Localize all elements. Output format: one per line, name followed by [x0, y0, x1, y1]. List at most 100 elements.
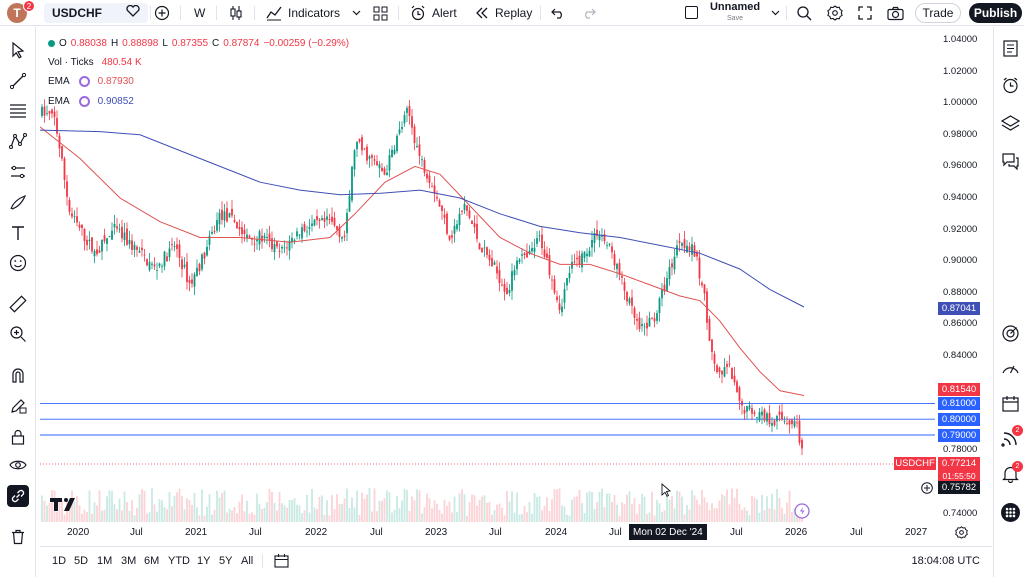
- lightning-event-icon[interactable]: [794, 503, 810, 519]
- candle-body: [451, 235, 453, 238]
- candle-body: [223, 211, 226, 221]
- target-icon[interactable]: [999, 322, 1021, 344]
- candle-body: [41, 106, 43, 116]
- volume-bar: [478, 499, 481, 522]
- fib-retracement-icon[interactable]: [7, 100, 29, 122]
- news-feed-icon[interactable]: [999, 427, 1021, 449]
- candle-body: [301, 227, 303, 239]
- volume-bar: [791, 512, 793, 522]
- price-chart[interactable]: [40, 30, 992, 522]
- range-1d-button[interactable]: 1D: [52, 555, 67, 567]
- settings-gear-icon[interactable]: [827, 0, 843, 26]
- camera-snapshot-icon[interactable]: [887, 0, 904, 26]
- layers-icon[interactable]: [999, 112, 1021, 134]
- volume-bar: [148, 512, 151, 522]
- alerts-clock-icon[interactable]: [999, 74, 1021, 96]
- cursor-arrow-icon[interactable]: [7, 39, 29, 61]
- brush-icon[interactable]: [7, 191, 29, 213]
- compare-symbol-icon[interactable]: [154, 0, 170, 26]
- magnet-icon[interactable]: [7, 364, 29, 386]
- ema-visibility-icon[interactable]: [78, 96, 90, 107]
- lock-drawing-pencil-icon[interactable]: [7, 395, 29, 417]
- publish-button[interactable]: Publish: [969, 3, 1022, 23]
- candle-body: [458, 213, 461, 226]
- candle-body: [716, 365, 718, 373]
- symbol-search[interactable]: USDCHF: [44, 3, 148, 23]
- trade-button[interactable]: Trade: [915, 3, 961, 23]
- price-tick: 1.00000: [943, 97, 978, 108]
- go-to-date-calendar-icon[interactable]: [274, 553, 289, 571]
- utc-clock[interactable]: 18:04:08 UTC: [911, 555, 980, 567]
- emoji-icon[interactable]: [7, 252, 29, 274]
- add-plus-icon[interactable]: [920, 481, 934, 494]
- volume-bar: [141, 489, 143, 522]
- interval-button[interactable]: W: [194, 6, 206, 20]
- range-1y-button[interactable]: 1Y: [197, 555, 211, 567]
- hotlists-fire-icon[interactable]: [999, 357, 1021, 379]
- trash-icon[interactable]: [7, 526, 29, 548]
- volume-bar: [386, 490, 388, 522]
- candle-body: [418, 144, 421, 156]
- volume-bar: [548, 510, 551, 522]
- apps-grid-icon[interactable]: [999, 501, 1021, 523]
- undo-icon[interactable]: [551, 0, 565, 26]
- zoom-in-icon[interactable]: [7, 323, 29, 345]
- ohlc-legend: O 0.88038 H 0.88898 L 0.87355 C 0.87874 −0.0…: [48, 38, 349, 49]
- range-5y-button[interactable]: 5Y: [219, 555, 233, 567]
- candle-body: [751, 408, 753, 414]
- calendar-icon[interactable]: [999, 392, 1021, 414]
- divider: [254, 6, 255, 20]
- candles-chart-type-icon[interactable]: [228, 0, 244, 26]
- range-6m-button[interactable]: 6M: [144, 555, 160, 567]
- candle-body: [161, 266, 163, 267]
- open-value: 0.88038: [70, 38, 107, 49]
- chat-bubbles-icon[interactable]: [999, 149, 1021, 171]
- templates-grid-icon[interactable]: [373, 0, 388, 26]
- layout-checkbox[interactable]: [685, 6, 698, 19]
- ema-visibility-icon[interactable]: [78, 76, 90, 87]
- indicators-button[interactable]: Indicators: [266, 0, 340, 26]
- trend-line-icon[interactable]: [7, 70, 29, 92]
- watchlist-heart-icon[interactable]: [126, 4, 140, 20]
- range-3m-button[interactable]: 3M: [121, 555, 137, 567]
- eye-visibility-icon[interactable]: [7, 454, 29, 476]
- text-tool-icon[interactable]: [7, 222, 29, 244]
- redo-icon[interactable]: [582, 0, 596, 26]
- pattern-tool-icon[interactable]: [7, 130, 29, 152]
- fullscreen-icon[interactable]: [858, 0, 872, 26]
- candle-body: [193, 274, 196, 287]
- candle-body: [138, 250, 141, 253]
- chevron-down-icon[interactable]: [771, 0, 780, 26]
- quick-search-icon[interactable]: [796, 0, 812, 26]
- user-avatar[interactable]: T: [7, 3, 27, 23]
- candle-body: [571, 261, 573, 269]
- link-icon[interactable]: [7, 485, 29, 507]
- volume-bar: [448, 501, 451, 522]
- candle-body: [681, 243, 683, 246]
- range-1m-button[interactable]: 1M: [97, 555, 113, 567]
- candle-body: [421, 159, 423, 161]
- forecasting-tool-icon[interactable]: [7, 161, 29, 183]
- candle-body: [56, 118, 58, 134]
- range-ytd-button[interactable]: YTD: [168, 555, 190, 567]
- candle-body: [328, 219, 331, 221]
- layout-name[interactable]: Unnamed Save: [705, 2, 765, 24]
- range-all-button[interactable]: All: [241, 555, 254, 567]
- chevron-down-icon[interactable]: [352, 0, 361, 26]
- replay-button[interactable]: Replay: [475, 0, 532, 26]
- candle-body: [88, 239, 91, 242]
- time-axis[interactable]: 2020 Jul 2021 Jul 2022 Jul 2023 Jul 2024…: [40, 522, 980, 542]
- volume-bar: [743, 507, 746, 522]
- volume-bar: [403, 488, 406, 522]
- axis-settings-gear-icon[interactable]: [955, 526, 968, 542]
- volume-bar: [503, 515, 506, 522]
- lock-icon[interactable]: [7, 426, 29, 448]
- range-5d-button[interactable]: 5D: [74, 555, 89, 567]
- alert-button[interactable]: Alert: [410, 0, 457, 26]
- volume-bar: [443, 499, 446, 522]
- volume-bar: [553, 489, 556, 522]
- watchlist-icon[interactable]: [999, 37, 1021, 59]
- ruler-measure-icon[interactable]: [7, 293, 29, 315]
- volume-bar: [671, 496, 673, 522]
- candle-body: [136, 246, 138, 250]
